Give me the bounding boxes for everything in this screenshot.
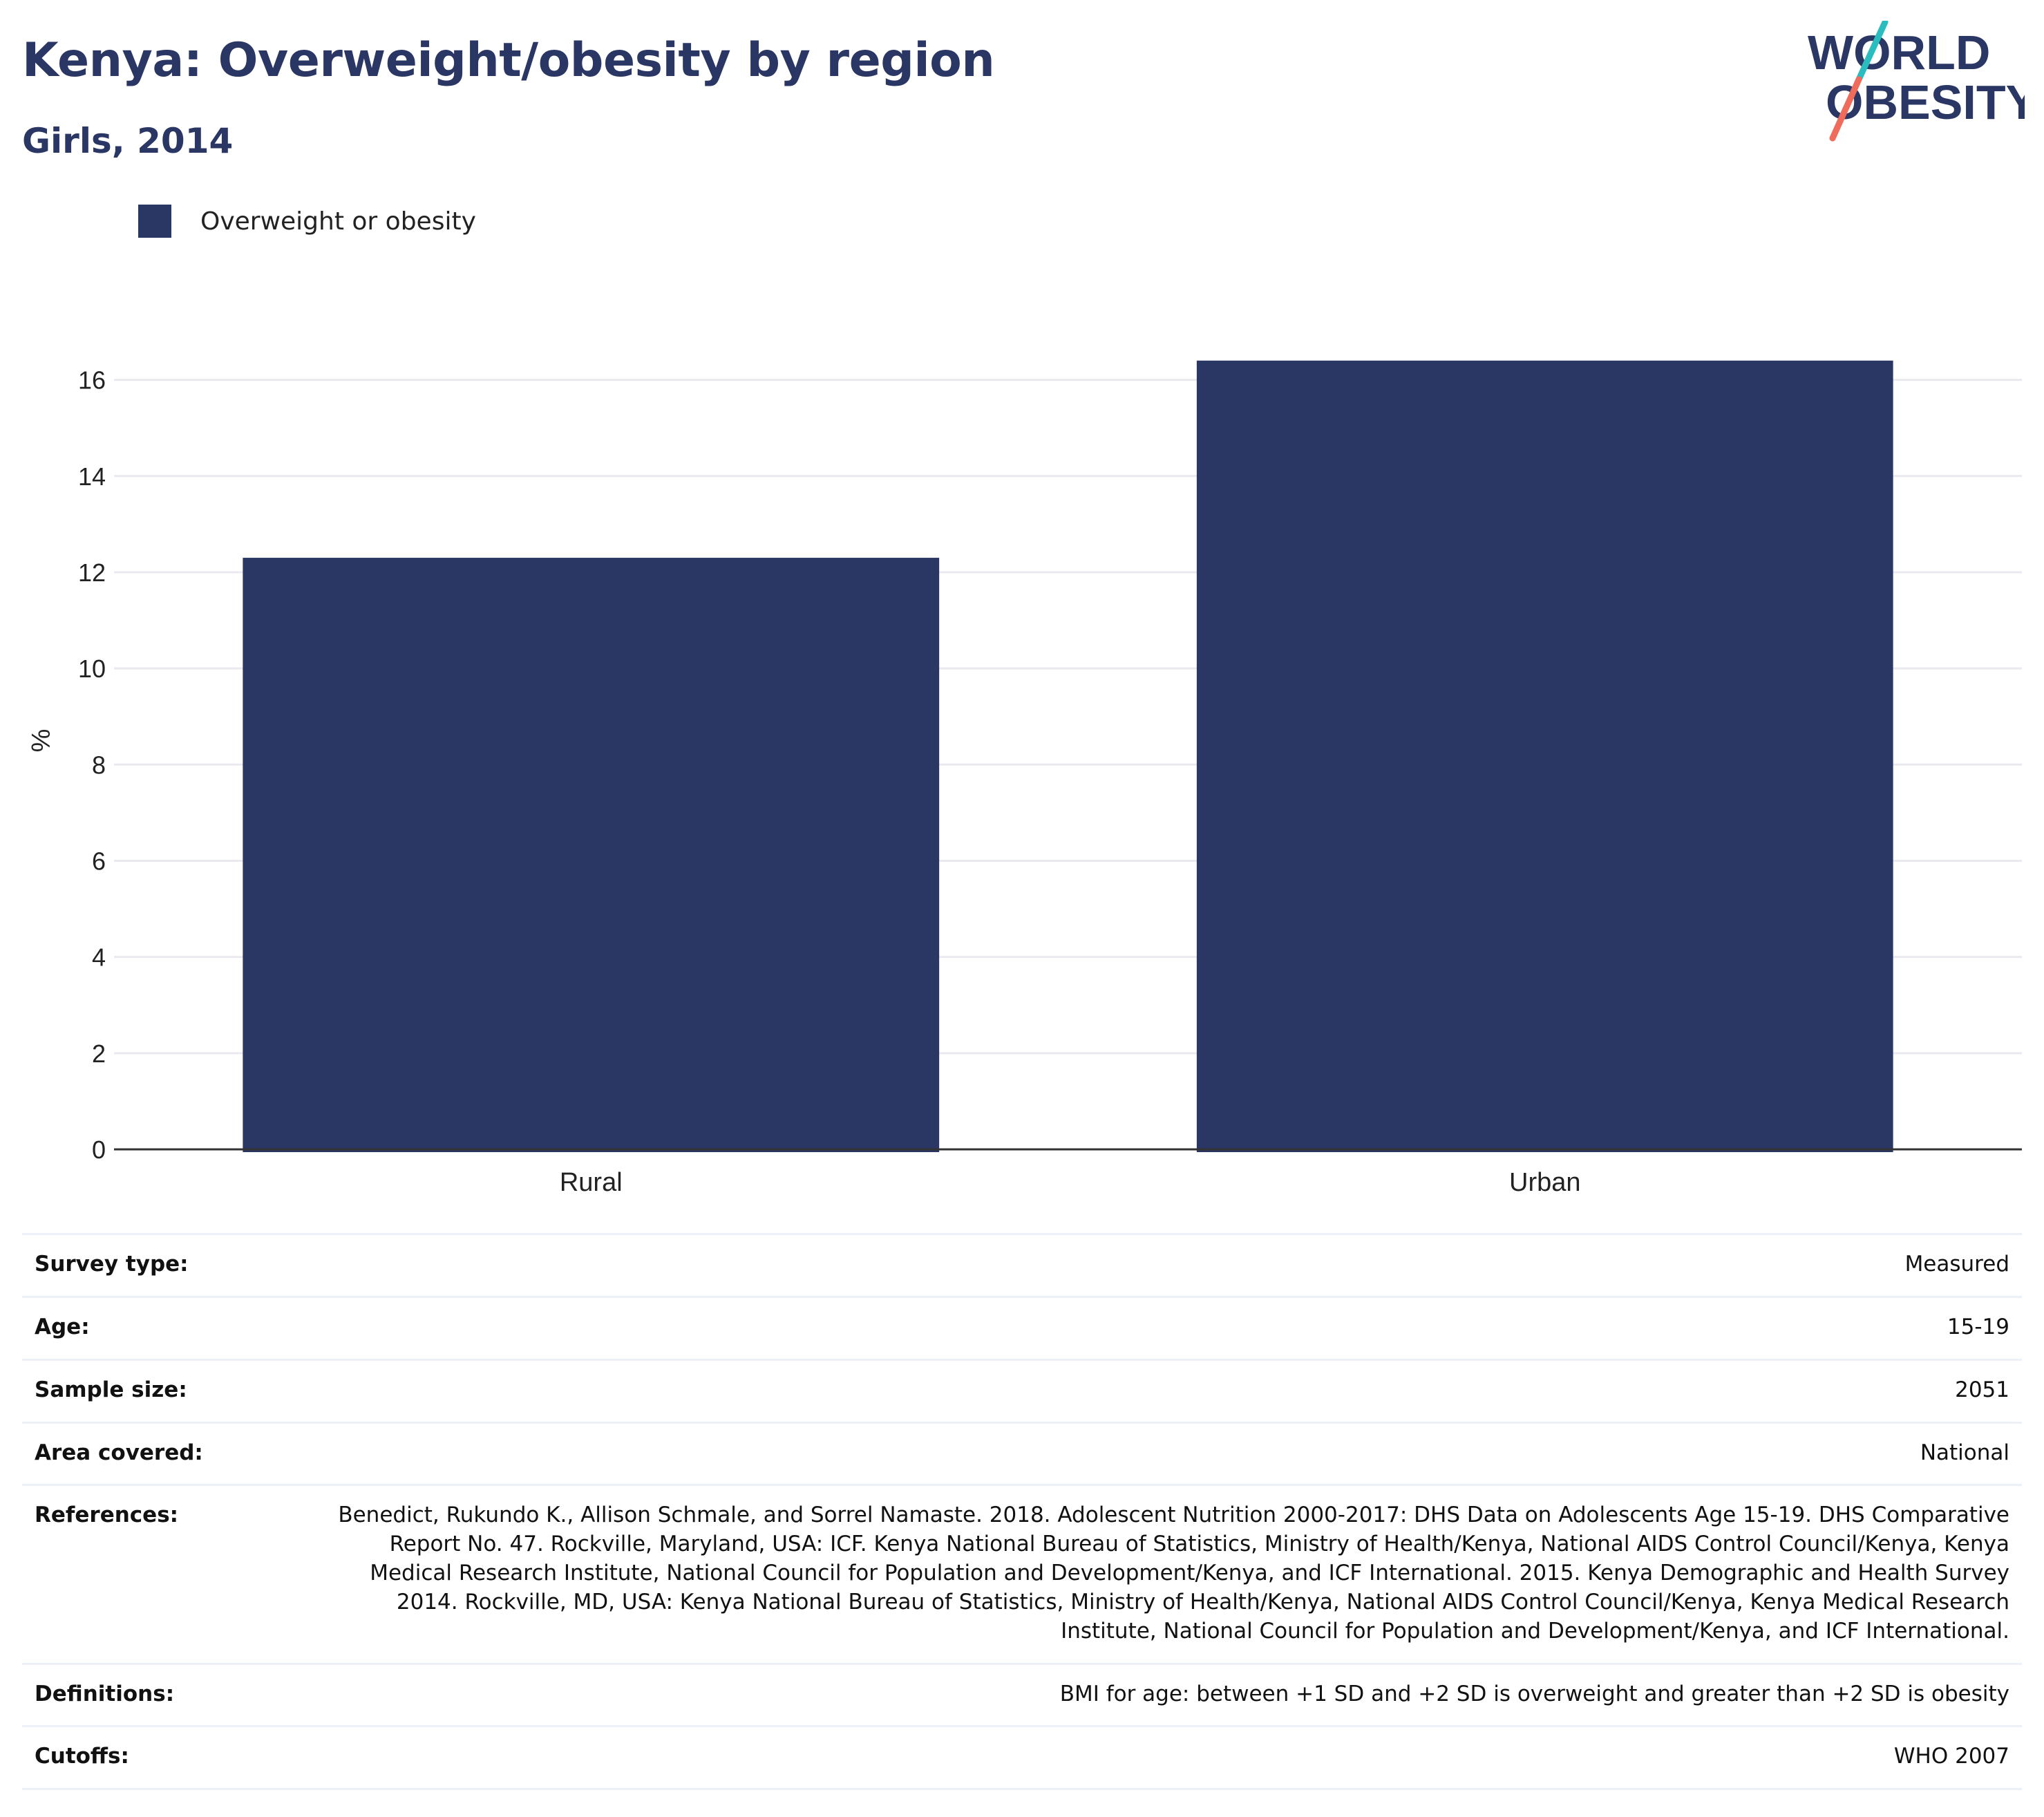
y-axis-title: % [26,729,55,753]
y-tick-label: 8 [92,751,106,779]
info-row: Survey type: Measured [22,1233,2022,1297]
logo-slash-bottom [1829,76,1862,142]
bar-urban [1196,360,1893,1152]
info-row-label: Survey type: [22,1233,323,1297]
legend-swatch [138,205,171,238]
info-row-value: Benedict, Rukundo K., Allison Schmale, a… [323,1484,2022,1664]
info-row: Cutoffs: WHO 2007 [22,1725,2022,1791]
y-tick-label: 16 [78,366,106,395]
logo-slash-top [1855,21,1889,83]
info-row-label: References: [22,1484,323,1664]
info-row-value: National [323,1421,2022,1485]
x-tick-label: Rural [560,1168,623,1197]
axes: 0 2 4 6 8 10 12 14 16 Rural Urban [78,366,2022,1197]
info-row: Age: 15-19 [22,1295,2022,1360]
page-title: Kenya: Overweight/obesity by region [22,33,995,88]
y-tick-label: 14 [78,462,106,491]
world-obesity-logo: WORLD OBESITY [1808,21,2025,142]
info-row-value: 15-19 [323,1295,2022,1360]
bar-chart: 0 2 4 6 8 10 12 14 16 Rural Urban % [26,360,2022,1197]
logo-line-1: WORLD [1808,26,1990,79]
info-row-label: Definitions: [22,1662,323,1726]
info-row-label: Age: [22,1295,323,1360]
y-tick-label: 12 [78,558,106,587]
info-row-value: 2051 [323,1358,2022,1423]
info-row-value: BMI for age: between +1 SD and +2 SD is … [323,1662,2022,1726]
y-tick-label: 4 [92,943,106,972]
y-tick-label: 0 [92,1136,106,1164]
info-table: Survey type: Measured Age: 15-19 Sample size… [22,1233,2022,1791]
info-row: Sample size: 2051 [22,1358,2022,1423]
info-row-value: WHO 2007 [323,1725,2022,1791]
page-subtitle: Girls, 2014 [22,121,234,161]
info-row-label: Sample size: [22,1358,323,1423]
bar-rural [243,558,940,1152]
info-row: Area covered: National [22,1421,2022,1485]
info-row-label: Cutoffs: [22,1725,323,1791]
info-row: Definitions: BMI for age: between +1 SD a… [22,1662,2022,1726]
y-tick-label: 10 [78,655,106,683]
bars [243,360,1893,1152]
info-row-value: Measured [323,1233,2022,1297]
y-tick-label: 6 [92,847,106,875]
x-tick-label: Urban [1509,1168,1581,1197]
legend: Overweight or obesity [138,205,476,238]
info-row: References: Benedict, Rukundo K., Allison… [22,1484,2022,1664]
info-row-label: Area covered: [22,1421,323,1485]
y-tick-label: 2 [92,1039,106,1068]
legend-label: Overweight or obesity [200,207,476,236]
